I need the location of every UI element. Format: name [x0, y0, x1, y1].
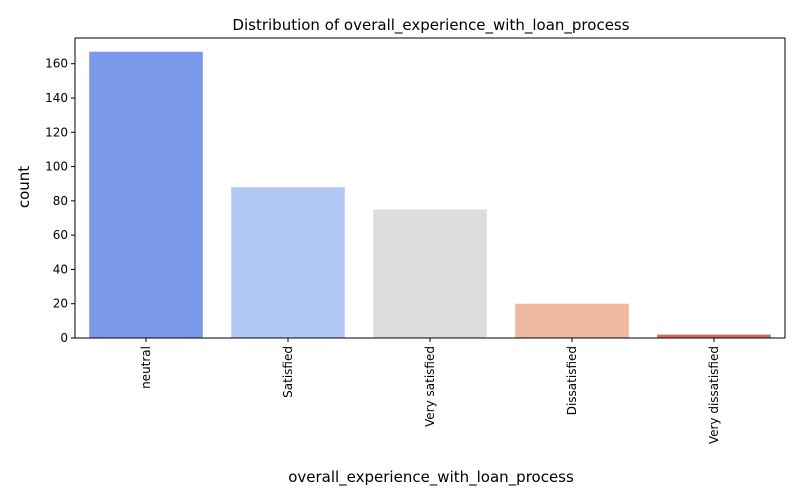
x-axis-label: overall_experience_with_loan_process [288, 468, 574, 487]
chart-title: Distribution of overall_experience_with_… [232, 16, 629, 35]
y-tick-label: 80 [53, 194, 68, 208]
bar-5 [657, 334, 771, 338]
x-tick-label: Dissatisfied [565, 346, 579, 415]
y-tick-label: 100 [45, 160, 68, 174]
y-axis-ticks: 0 20 40 60 80 100 120 140 160 [45, 57, 75, 345]
x-tick-label: Satisfied [281, 346, 295, 398]
bars-group [89, 51, 771, 338]
x-tick-label: neutral [139, 346, 153, 389]
y-tick-label: 60 [53, 228, 68, 242]
x-axis-ticks: neutral Satisfied Very satisfied Dissatisfi… [139, 338, 721, 444]
plot-frame [74, 37, 786, 339]
y-tick-label: 140 [45, 91, 68, 105]
x-tick-label: Very satisfied [423, 346, 437, 427]
bar-3 [373, 209, 487, 338]
y-axis-label: count [15, 166, 33, 208]
y-tick-label: 0 [60, 331, 68, 345]
bar-4 [515, 303, 629, 338]
bar-1 [89, 51, 203, 338]
y-tick-label: 160 [45, 57, 68, 71]
x-tick-label: Very dissatisfied [707, 346, 721, 444]
bar-2 [231, 187, 345, 338]
y-tick-label: 120 [45, 125, 68, 139]
y-tick-label: 20 [53, 297, 68, 311]
y-tick-label: 40 [53, 262, 68, 276]
